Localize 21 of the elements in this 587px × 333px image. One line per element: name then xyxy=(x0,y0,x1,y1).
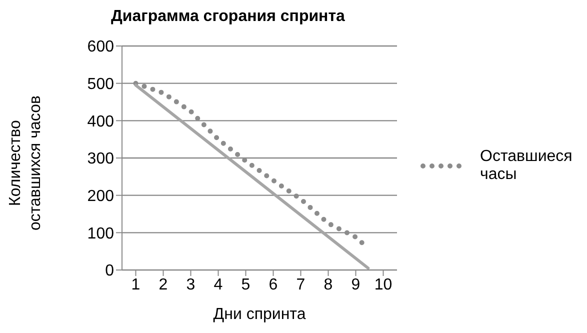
x-axis-title: Дни спринта xyxy=(212,306,307,324)
x-tick-label: 7 xyxy=(296,276,306,294)
y-tick-label: 300 xyxy=(87,150,114,168)
x-tick-label: 1 xyxy=(131,276,140,294)
legend-label: Оставшиеся часы xyxy=(480,148,574,184)
y-tick-label: 200 xyxy=(87,188,114,206)
y-axis-title: Количество оставшихся часов xyxy=(6,94,45,232)
x-tick-label: 6 xyxy=(268,276,278,294)
y-tick-label: 500 xyxy=(87,76,114,94)
y-tick-label: 400 xyxy=(87,113,114,130)
y-tick-label: 600 xyxy=(87,38,114,56)
chart-title: Диаграмма сгорания спринта xyxy=(110,8,346,26)
x-tick-label: 8 xyxy=(324,276,333,294)
x-tick-label: 2 xyxy=(158,276,168,294)
x-tick-label: 5 xyxy=(241,276,250,294)
y-tick-label: 0 xyxy=(105,262,114,280)
x-tick-label: 3 xyxy=(186,276,196,294)
x-tick-label: 4 xyxy=(214,276,223,294)
y-tick-label: 100 xyxy=(87,225,114,242)
x-tick-label: 10 xyxy=(374,276,392,294)
x-tick-label: 9 xyxy=(351,276,360,294)
